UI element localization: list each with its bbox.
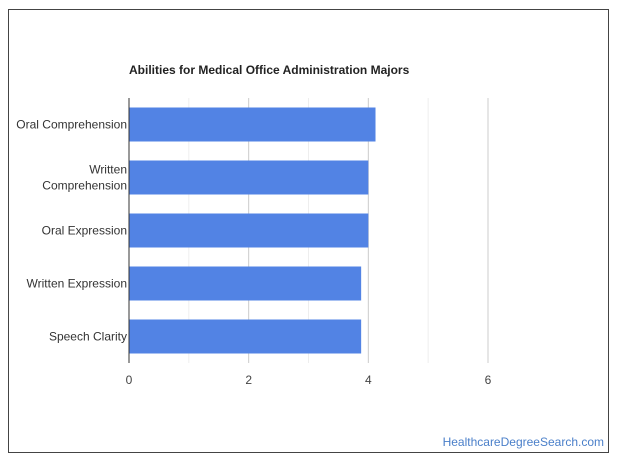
x-tick-label: 6 — [485, 373, 492, 387]
category-label: Written Expression — [27, 277, 127, 291]
bar — [129, 160, 369, 195]
category-label: Oral Expression — [42, 224, 127, 238]
chart-title: Abilities for Medical Office Administrat… — [129, 63, 410, 77]
x-tick-label: 0 — [126, 373, 133, 387]
category-label: Speech Clarity — [49, 330, 127, 344]
x-tick-label: 2 — [245, 373, 252, 387]
source-watermark[interactable]: HealthcareDegreeSearch.com — [442, 435, 604, 449]
bar — [129, 107, 376, 142]
category-label: Written — [89, 163, 127, 177]
bar — [129, 266, 362, 301]
bar — [129, 319, 362, 354]
bar — [129, 213, 369, 248]
x-tick-label: 4 — [365, 373, 372, 387]
category-label: Oral Comprehension — [16, 118, 127, 132]
category-label: Comprehension — [42, 179, 127, 193]
